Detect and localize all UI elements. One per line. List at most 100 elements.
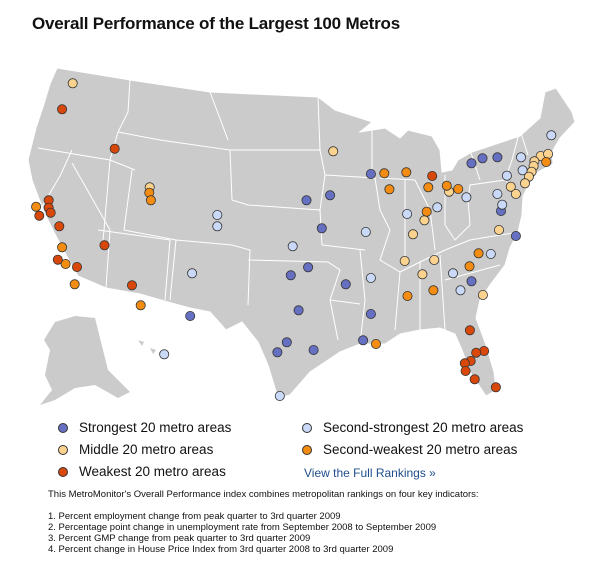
metro-dot-strongest (301, 195, 312, 206)
metro-dot-strongest (477, 153, 488, 164)
legend-strongest: Strongest 20 metro areas (58, 420, 231, 435)
hawaii (138, 340, 156, 354)
metro-dot-second-strongest (402, 208, 413, 219)
metro-dot-weakest (34, 210, 45, 221)
metro-dot-second-weakest (423, 182, 434, 193)
metro-dot-second-strongest (501, 170, 512, 181)
indicator-list: 1. Percent employment change from peak q… (48, 511, 436, 555)
metro-dot-second-weakest (441, 180, 452, 191)
legend-dot-icon (302, 444, 312, 455)
metro-dot-second-weakest (69, 279, 80, 290)
legend-second-weakest: Second-weakest 20 metro areas (302, 442, 517, 457)
metro-dot-strongest (325, 190, 336, 201)
metro-dot-second-strongest (274, 390, 285, 401)
metro-dot-strongest (365, 308, 376, 319)
legend-label: Weakest 20 metro areas (79, 464, 226, 479)
metro-dot-strongest (285, 270, 296, 281)
contiguous-us (27, 67, 576, 399)
metro-dot-second-weakest (464, 261, 475, 272)
legend-label: Second-strongest 20 metro areas (323, 420, 524, 435)
legend-second-strongest: Second-strongest 20 metro areas (302, 420, 523, 435)
metro-dot-second-strongest (455, 285, 466, 296)
metro-dot-strongest (466, 276, 477, 287)
metro-dot-second-strongest (287, 241, 298, 252)
metro-dot-middle (510, 188, 521, 199)
indicator-item: 2. Percentage point change in unemployme… (48, 522, 437, 533)
metro-dot-middle (407, 229, 418, 240)
metro-dot-strongest (466, 158, 477, 169)
metro-dot-weakest (464, 325, 475, 336)
legend-label: Second-weakest 20 metro areas (323, 442, 518, 457)
metro-dot-weakest (490, 382, 501, 393)
metro-dot-second-weakest (541, 156, 552, 167)
indicator-item: 1. Percent employment change from peak q… (48, 511, 341, 522)
metro-dot-strongest (308, 344, 319, 355)
metro-dot-strongest (303, 262, 314, 273)
view-full-rankings-link[interactable]: View the Full Rankings » (304, 466, 436, 480)
metro-dot-second-weakest (428, 285, 439, 296)
metro-dot-strongest (293, 305, 304, 316)
metro-dot-second-strongest (365, 272, 376, 283)
metro-dot-weakest (469, 374, 480, 385)
metro-dot-middle (493, 224, 504, 235)
indicator-item: 4. Percent change in House Price Index f… (48, 544, 394, 555)
metro-dot-second-weakest (384, 184, 395, 195)
metro-dot-second-weakest (370, 338, 381, 349)
metro-dot-second-weakest (473, 248, 484, 259)
metro-dot-second-weakest (453, 183, 464, 194)
metro-dot-second-strongest (485, 248, 496, 259)
metro-dot-second-strongest (159, 349, 170, 360)
metro-dot-strongest (510, 230, 521, 241)
metro-dots (31, 78, 557, 401)
metro-dot-second-strongest (461, 192, 472, 203)
us-metro-map (27, 67, 576, 405)
indicator-item: 3. Percent GMP change from peak quarter … (48, 533, 311, 544)
metro-dot-middle (399, 255, 410, 266)
metro-dot-middle (417, 269, 428, 280)
metro-dot-second-weakest (401, 167, 412, 178)
metro-dot-weakest (109, 143, 120, 154)
metro-dot-weakest (52, 254, 63, 265)
metro-dot-middle (328, 146, 339, 157)
legend-dot-icon (302, 422, 312, 433)
legend-dot-icon (58, 422, 68, 433)
metro-dot-second-weakest (145, 195, 156, 206)
metro-dot-weakest (127, 280, 138, 291)
metro-dot-strongest (185, 310, 196, 321)
metro-dot-strongest (272, 347, 283, 358)
legend-middle: Middle 20 metro areas (58, 442, 213, 457)
metro-dot-middle (477, 289, 488, 300)
legend-label: Middle 20 metro areas (79, 442, 214, 457)
metro-dot-second-strongest (432, 202, 443, 213)
metro-dot-weakest (72, 261, 83, 272)
metro-dot-strongest (365, 168, 376, 179)
legend-dot-icon (58, 466, 68, 477)
metro-dot-weakest (99, 240, 110, 251)
metro-dot-second-weakest (379, 168, 390, 179)
metro-dot-second-weakest (421, 206, 432, 217)
metro-dot-second-strongest (212, 221, 223, 232)
metro-dot-weakest (460, 365, 471, 376)
metro-dot-middle (505, 181, 516, 192)
metro-dot-middle (520, 178, 531, 189)
metro-dot-second-weakest (57, 242, 68, 253)
description: This MetroMonitor's Overall Performance … (48, 489, 479, 500)
metro-dot-second-strongest (516, 152, 527, 163)
metro-dot-strongest (340, 279, 351, 290)
state-borders (37, 79, 529, 345)
metro-dot-second-strongest (187, 268, 198, 279)
metro-dot-middle (419, 215, 430, 226)
alaska (40, 316, 130, 405)
metro-dot-weakest (45, 207, 56, 218)
metro-dot-strongest (316, 223, 327, 234)
legend-weakest: Weakest 20 metro areas (58, 464, 226, 479)
legend-dot-icon (58, 444, 68, 455)
metro-dot-second-strongest (360, 226, 371, 237)
metro-dot-weakest (471, 347, 482, 358)
metro-dot-second-strongest (212, 209, 223, 220)
metro-dot-second-weakest (31, 201, 42, 212)
page-title: Overall Performance of the Largest 100 M… (32, 14, 400, 33)
us-land (27, 67, 576, 405)
metro-dot-second-weakest (402, 290, 413, 301)
